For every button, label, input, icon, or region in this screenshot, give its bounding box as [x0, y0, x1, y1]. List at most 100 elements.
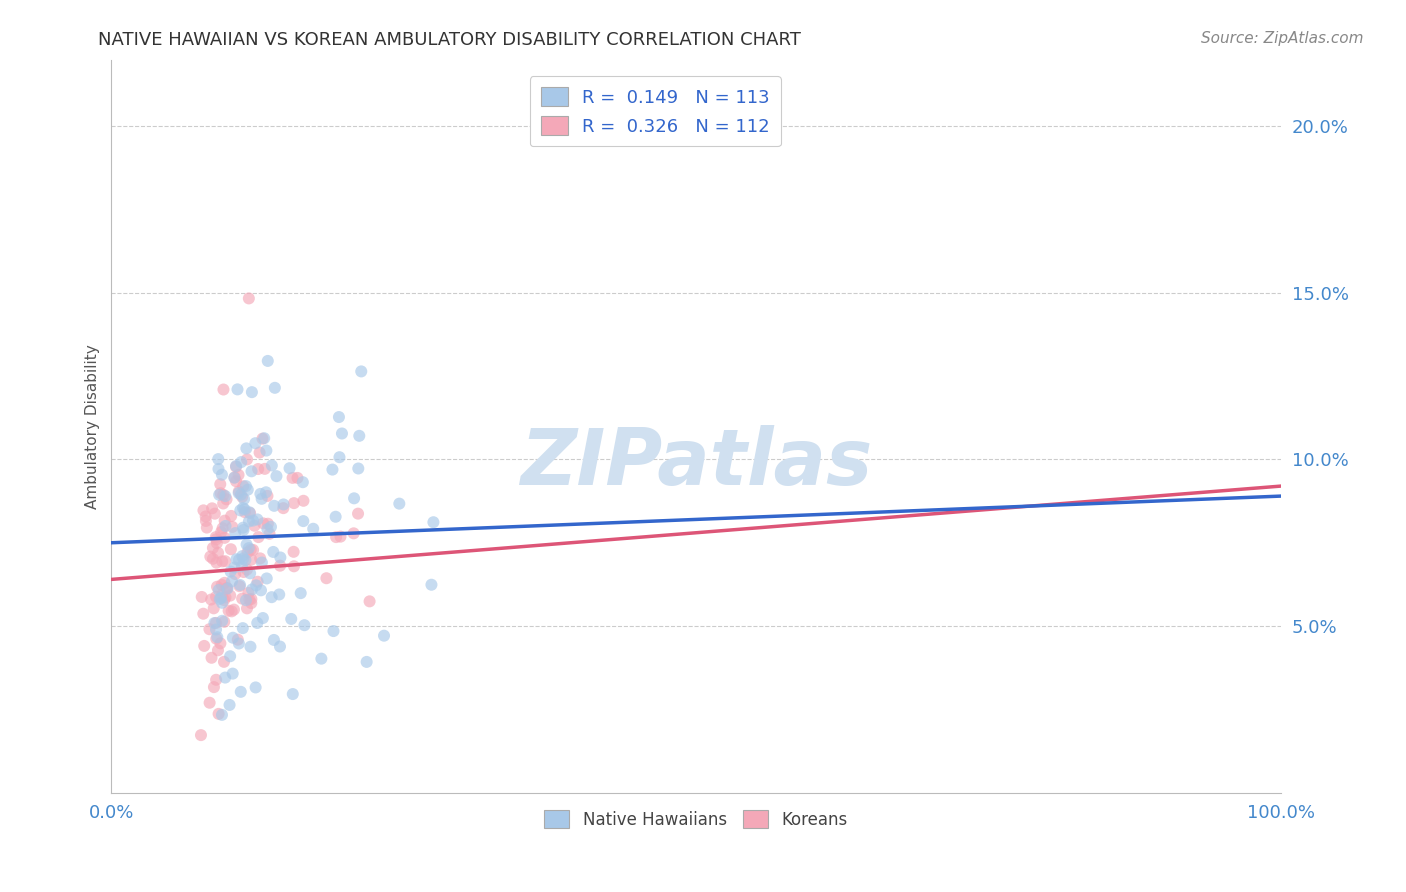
Point — [193, 607, 215, 621]
Point — [211, 554, 233, 568]
Point — [253, 431, 276, 445]
Point — [269, 550, 291, 565]
Point — [207, 643, 229, 657]
Point — [214, 615, 236, 629]
Point — [260, 520, 283, 534]
Point — [280, 612, 302, 626]
Point — [205, 556, 228, 570]
Point — [204, 530, 226, 544]
Point — [222, 631, 245, 645]
Point — [219, 508, 242, 523]
Point — [235, 442, 257, 456]
Point — [225, 459, 247, 474]
Point — [252, 432, 274, 446]
Point — [229, 503, 252, 517]
Point — [209, 636, 232, 650]
Point — [225, 475, 247, 489]
Point — [231, 490, 253, 504]
Point — [243, 518, 266, 533]
Point — [249, 551, 271, 566]
Point — [228, 486, 250, 500]
Point — [214, 519, 236, 533]
Point — [240, 582, 263, 597]
Point — [269, 558, 291, 573]
Point — [236, 562, 259, 576]
Point — [215, 492, 238, 507]
Point — [190, 590, 212, 604]
Point — [211, 467, 233, 482]
Y-axis label: Ambulatory Disability: Ambulatory Disability — [86, 343, 100, 508]
Point — [245, 578, 267, 592]
Point — [238, 541, 260, 556]
Point — [246, 574, 269, 589]
Point — [231, 549, 253, 563]
Point — [200, 592, 222, 607]
Point — [242, 514, 264, 528]
Point — [250, 583, 273, 598]
Point — [278, 461, 301, 475]
Point — [235, 553, 257, 567]
Point — [254, 485, 277, 500]
Point — [211, 578, 233, 592]
Point — [246, 512, 269, 526]
Point — [232, 565, 254, 579]
Point — [221, 604, 243, 618]
Point — [205, 632, 228, 646]
Point — [224, 470, 246, 484]
Point — [239, 542, 262, 557]
Point — [205, 580, 228, 594]
Text: ZIPatlas: ZIPatlas — [520, 425, 872, 500]
Point — [217, 581, 239, 595]
Point — [236, 601, 259, 615]
Point — [291, 475, 314, 490]
Point — [214, 514, 236, 528]
Point — [228, 467, 250, 482]
Point — [195, 520, 218, 534]
Point — [347, 507, 370, 521]
Point — [212, 655, 235, 669]
Point — [259, 526, 281, 541]
Point — [214, 489, 236, 503]
Point — [252, 516, 274, 531]
Point — [228, 484, 250, 499]
Point — [238, 292, 260, 306]
Point — [211, 596, 233, 610]
Point — [388, 497, 411, 511]
Point — [232, 479, 254, 493]
Point — [315, 571, 337, 585]
Point — [281, 471, 304, 485]
Point — [238, 515, 260, 529]
Point — [198, 622, 221, 636]
Point — [325, 530, 347, 544]
Point — [219, 542, 242, 557]
Point — [252, 611, 274, 625]
Point — [204, 507, 226, 521]
Point — [232, 523, 254, 537]
Point — [249, 487, 271, 501]
Point — [239, 566, 262, 581]
Point — [322, 624, 344, 638]
Point — [328, 450, 350, 465]
Point — [249, 445, 271, 459]
Point — [254, 443, 277, 458]
Point — [235, 479, 257, 493]
Point — [283, 496, 305, 510]
Point — [229, 685, 252, 699]
Point — [266, 469, 288, 483]
Point — [232, 521, 254, 535]
Point — [232, 501, 254, 516]
Point — [231, 455, 253, 469]
Point — [202, 601, 225, 615]
Point — [208, 488, 231, 502]
Point — [219, 649, 242, 664]
Point — [245, 681, 267, 695]
Point — [260, 458, 283, 473]
Point — [240, 552, 263, 566]
Point — [239, 506, 262, 520]
Point — [238, 592, 260, 607]
Point — [350, 364, 373, 378]
Point — [212, 488, 235, 502]
Point — [205, 623, 228, 637]
Point — [287, 471, 309, 485]
Point — [221, 574, 243, 589]
